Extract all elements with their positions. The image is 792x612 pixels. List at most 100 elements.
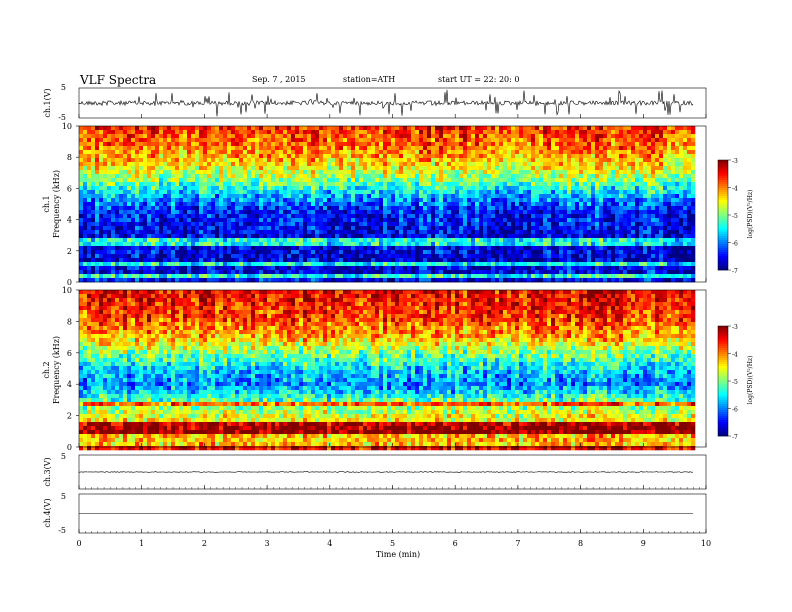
spectrogram-cell <box>307 126 312 131</box>
spectrogram-cell <box>91 218 96 223</box>
spectrogram-cell <box>471 254 476 259</box>
spectrogram-cell <box>487 230 492 235</box>
spectrogram-cell <box>279 162 284 167</box>
spectrogram-cell <box>543 186 548 191</box>
spectrogram-cell <box>211 186 216 191</box>
spectrogram-cell <box>115 186 120 191</box>
spectrogram-cell <box>519 262 524 267</box>
spectrogram-cell <box>299 250 304 255</box>
spectrogram-cell <box>443 142 448 147</box>
spectrogram-cell <box>543 250 548 255</box>
spectrogram-cell <box>123 170 128 175</box>
spectrogram-cell <box>503 202 508 207</box>
spectrogram-cell <box>79 226 84 231</box>
spectrogram-cell <box>279 194 284 199</box>
spectrogram-cell <box>279 278 284 283</box>
spectrogram-cell <box>211 194 216 199</box>
spectrogram-cell <box>459 174 464 179</box>
spectrogram-cell <box>331 166 336 171</box>
spectrogram-cell <box>247 206 252 211</box>
spectrogram-cell <box>239 210 244 215</box>
spectrogram-cell <box>355 274 360 279</box>
spectrogram-cell <box>167 234 172 239</box>
spectrogram-cell <box>119 234 124 239</box>
spectrogram-cell <box>319 126 324 131</box>
spectrogram-cell <box>459 258 464 263</box>
spectrogram-cell <box>575 214 580 219</box>
spectrogram-cell <box>543 178 548 183</box>
spectrogram-cell <box>387 262 392 267</box>
spectrogram-cell <box>87 150 92 155</box>
spectrogram-cell <box>231 158 236 163</box>
spectrogram-cell <box>531 234 536 239</box>
spectrogram-cell <box>103 126 108 131</box>
spectrogram-cell <box>323 230 328 235</box>
spectrogram-cell <box>467 166 472 171</box>
spectrogram-cell <box>307 218 312 223</box>
spectrogram-cell <box>575 158 580 163</box>
spectrogram-cell <box>543 182 548 187</box>
spectrogram-cell <box>115 166 120 171</box>
spectrogram-cell <box>459 218 464 223</box>
spectrogram-cell <box>207 270 212 275</box>
spectrogram-cell <box>223 166 228 171</box>
spectrogram-cell <box>435 150 440 155</box>
spectrogram-cell <box>127 126 132 131</box>
spectrogram-cell <box>547 138 552 143</box>
spectrogram-cell <box>467 222 472 227</box>
spectrogram-cell <box>159 238 164 243</box>
spectrogram-cell <box>555 142 560 147</box>
spectrogram-cell <box>195 154 200 159</box>
spectrogram-cell <box>79 250 84 255</box>
spectrogram-cell <box>131 186 136 191</box>
spectrogram-cell <box>459 162 464 167</box>
spectrogram-cell <box>287 222 292 227</box>
spectrogram-cell <box>155 174 160 179</box>
spectrogram-cell <box>203 170 208 175</box>
spectrogram-cell <box>279 178 284 183</box>
spectrogram-cell <box>255 214 260 219</box>
spectrogram-cell <box>83 182 88 187</box>
spectrogram-cell <box>103 142 108 147</box>
spectrogram-cell <box>283 138 288 143</box>
spectrogram-cell <box>307 234 312 239</box>
spectrogram-cell <box>231 194 236 199</box>
spectrogram-cell <box>431 218 436 223</box>
spectrogram-cell <box>571 162 576 167</box>
spectrogram-cell <box>103 270 108 275</box>
spectrogram-cell <box>523 226 528 231</box>
spectrogram-cell <box>99 126 104 131</box>
spectrogram-cell <box>547 186 552 191</box>
spectrogram-cell <box>311 270 316 275</box>
spectrogram-cell <box>459 170 464 175</box>
spectrogram-cell <box>495 226 500 231</box>
spectrogram-cell <box>467 162 472 167</box>
spectrogram-cell <box>151 190 156 195</box>
spectrogram-cell <box>143 174 148 179</box>
spectrogram-cell <box>491 230 496 235</box>
spectrogram-cell <box>107 182 112 187</box>
spectrogram-cell <box>423 134 428 139</box>
spectrogram-cell <box>451 258 456 263</box>
spectrogram-cell <box>427 138 432 143</box>
spectrogram-cell <box>579 154 584 159</box>
spectrogram-cell <box>455 246 460 251</box>
spectrogram-cell <box>563 210 568 215</box>
spectrogram-cell <box>463 210 468 215</box>
spectrogram-cell <box>247 158 252 163</box>
spectrogram-cell <box>331 242 336 247</box>
spectrogram-cell <box>199 274 204 279</box>
spectrogram-cell <box>219 210 224 215</box>
spectrogram-cell <box>251 130 256 135</box>
spectrogram-cell <box>391 154 396 159</box>
spectrogram-cell <box>303 162 308 167</box>
spectrogram-cell <box>303 202 308 207</box>
spectrogram-cell <box>147 266 152 271</box>
spectrogram-cell <box>303 250 308 255</box>
spectrogram-cell <box>291 174 296 179</box>
spectrogram-cell <box>255 226 260 231</box>
spectrogram-cell <box>203 134 208 139</box>
spectrogram-cell <box>287 250 292 255</box>
spectrogram-cell <box>295 222 300 227</box>
spectrogram-cell <box>155 226 160 231</box>
